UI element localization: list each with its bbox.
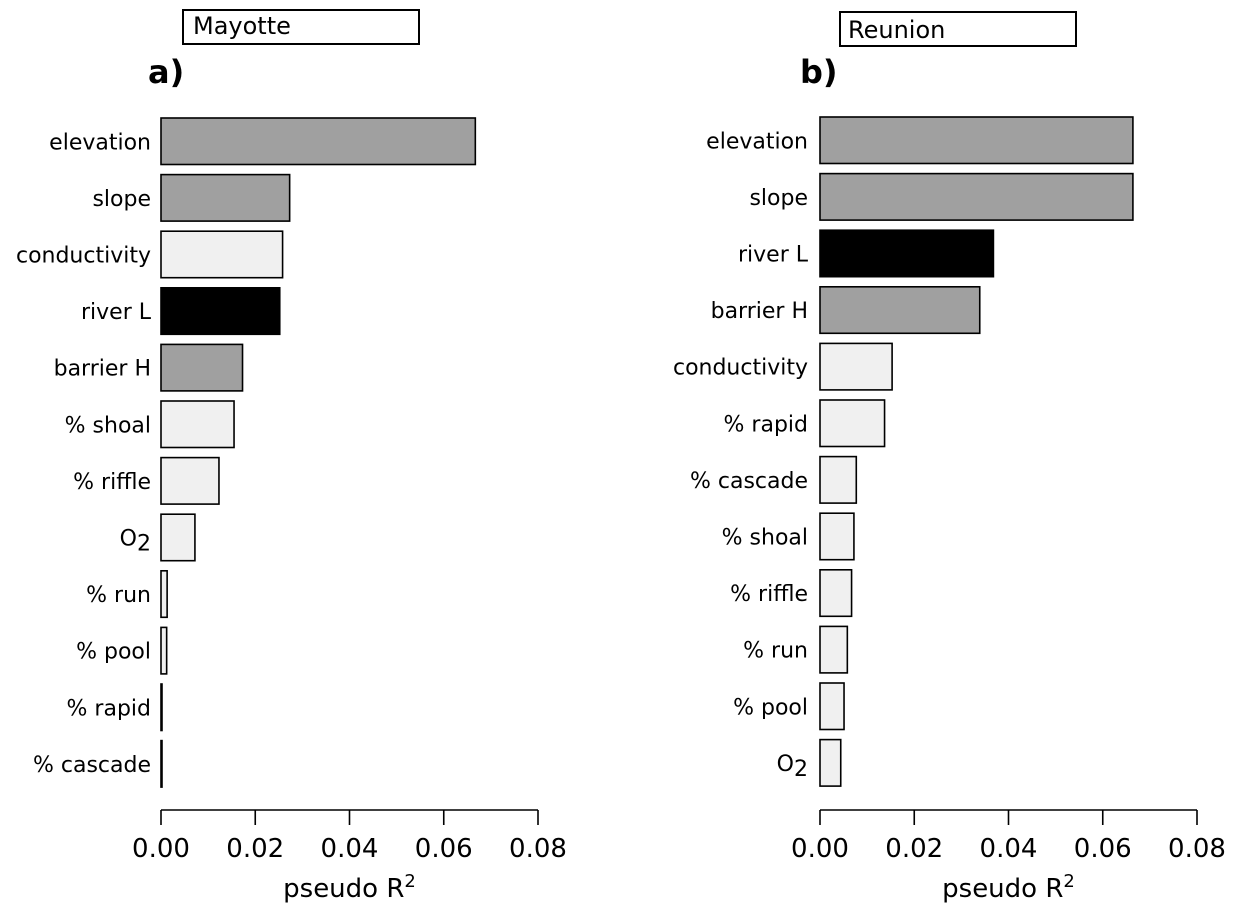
category-label-text: elevation (49, 130, 151, 155)
x-tick-label: 0.02 (226, 834, 284, 864)
bar (819, 625, 849, 674)
bar (160, 230, 284, 279)
bar (819, 342, 893, 391)
category-label-text: % pool (76, 640, 151, 665)
category-label: barrier H (711, 299, 808, 324)
bar (160, 343, 244, 392)
bar (160, 400, 235, 449)
category-label-text: % rapid (67, 696, 151, 721)
bar (160, 173, 291, 222)
bar (819, 172, 1134, 221)
bar (819, 512, 855, 561)
category-label: % pool (733, 695, 808, 720)
x-axis-title-text: pseudo R (283, 874, 404, 904)
x-tick-label: 0.06 (415, 834, 473, 864)
category-label: % run (743, 639, 808, 664)
category-label-text: % cascade (690, 469, 808, 494)
category-label-text: conductivity (673, 356, 808, 381)
category-label: % rapid (67, 696, 151, 721)
x-tick-label: 0.00 (791, 834, 849, 864)
x-tick-label: 0.04 (321, 834, 379, 864)
panel-a: Mayotte a) elevation slope conductivity river… (16, 9, 567, 904)
x-axis-title-superscript: 2 (1063, 871, 1074, 892)
x-tick-label: 0.08 (509, 834, 567, 864)
bar (819, 229, 995, 278)
region-title-box (839, 11, 1077, 47)
bar (160, 513, 196, 562)
category-label-text: % shoal (722, 525, 808, 550)
category-label-text: conductivity (16, 243, 151, 268)
bar (819, 116, 1134, 165)
category-label-text: % shoal (65, 413, 151, 438)
category-label-text: % cascade (33, 753, 151, 778)
category-label-subscript: 2 (137, 531, 151, 556)
category-label-text: river L (81, 300, 152, 325)
x-tick-label: 0.08 (1168, 834, 1226, 864)
x-axis-title: pseudo R2 (283, 871, 416, 904)
category-label-text: barrier H (711, 299, 808, 324)
category-label: elevation (706, 129, 808, 154)
category-label: elevation (49, 130, 151, 155)
region-title: Reunion (848, 16, 945, 44)
x-tick-label: 0.02 (885, 834, 943, 864)
x-tick-label: 0.04 (980, 834, 1038, 864)
bar (160, 456, 220, 505)
category-label-text: slope (749, 186, 808, 211)
category-label: slope (749, 186, 808, 211)
category-label: % riffle (73, 470, 151, 495)
category-label-text: O (120, 526, 137, 551)
category-label-text: % riffle (730, 582, 808, 607)
bar (160, 286, 281, 336)
x-axis-title-superscript: 2 (404, 871, 415, 892)
category-label-text: river L (738, 242, 809, 267)
category-label: river L (81, 300, 152, 325)
category-label-text: % riffle (73, 470, 151, 495)
category-label: slope (92, 187, 151, 212)
category-label: O2 (120, 526, 151, 556)
category-label-text: slope (92, 187, 151, 212)
category-label-text: % pool (733, 695, 808, 720)
category-label: barrier H (54, 357, 151, 382)
category-label: % cascade (690, 469, 808, 494)
category-label: % cascade (33, 753, 151, 778)
bar (819, 399, 886, 448)
category-label-text: % rapid (724, 412, 808, 437)
category-label-text: barrier H (54, 357, 151, 382)
region-title-box (182, 9, 420, 45)
panel-b: Reunion b) elevation slope river L barrier H c… (673, 11, 1226, 904)
bar (160, 626, 168, 675)
bar (819, 682, 845, 731)
x-tick-label: 0.06 (1074, 834, 1132, 864)
x-tick-label: 0.00 (132, 834, 190, 864)
x-axis-title-text: pseudo R (942, 874, 1063, 904)
region-title: Mayotte (193, 12, 291, 40)
category-label-text: elevation (706, 129, 808, 154)
category-label: % pool (76, 640, 151, 665)
bar (819, 455, 858, 504)
category-label-subscript: 2 (794, 757, 808, 782)
bar (819, 568, 853, 618)
category-label-text: % run (743, 639, 808, 664)
bar (160, 569, 168, 619)
category-label-text: O (777, 752, 794, 777)
category-label: % shoal (722, 525, 808, 550)
category-label: % shoal (65, 413, 151, 438)
category-label-text: % run (86, 583, 151, 608)
category-label: river L (738, 242, 809, 267)
category-label: % riffle (730, 582, 808, 607)
category-label: % rapid (724, 412, 808, 437)
category-label: conductivity (673, 356, 808, 381)
bar (160, 117, 477, 166)
bar (160, 739, 163, 788)
bar (160, 683, 163, 732)
bar (819, 285, 981, 335)
panel-label: b) (800, 53, 838, 91)
panel-label: a) (148, 53, 184, 91)
x-axis-title: pseudo R2 (942, 871, 1075, 904)
bar (819, 738, 842, 787)
category-label: conductivity (16, 243, 151, 268)
category-label: % run (86, 583, 151, 608)
category-label: O2 (777, 752, 808, 782)
